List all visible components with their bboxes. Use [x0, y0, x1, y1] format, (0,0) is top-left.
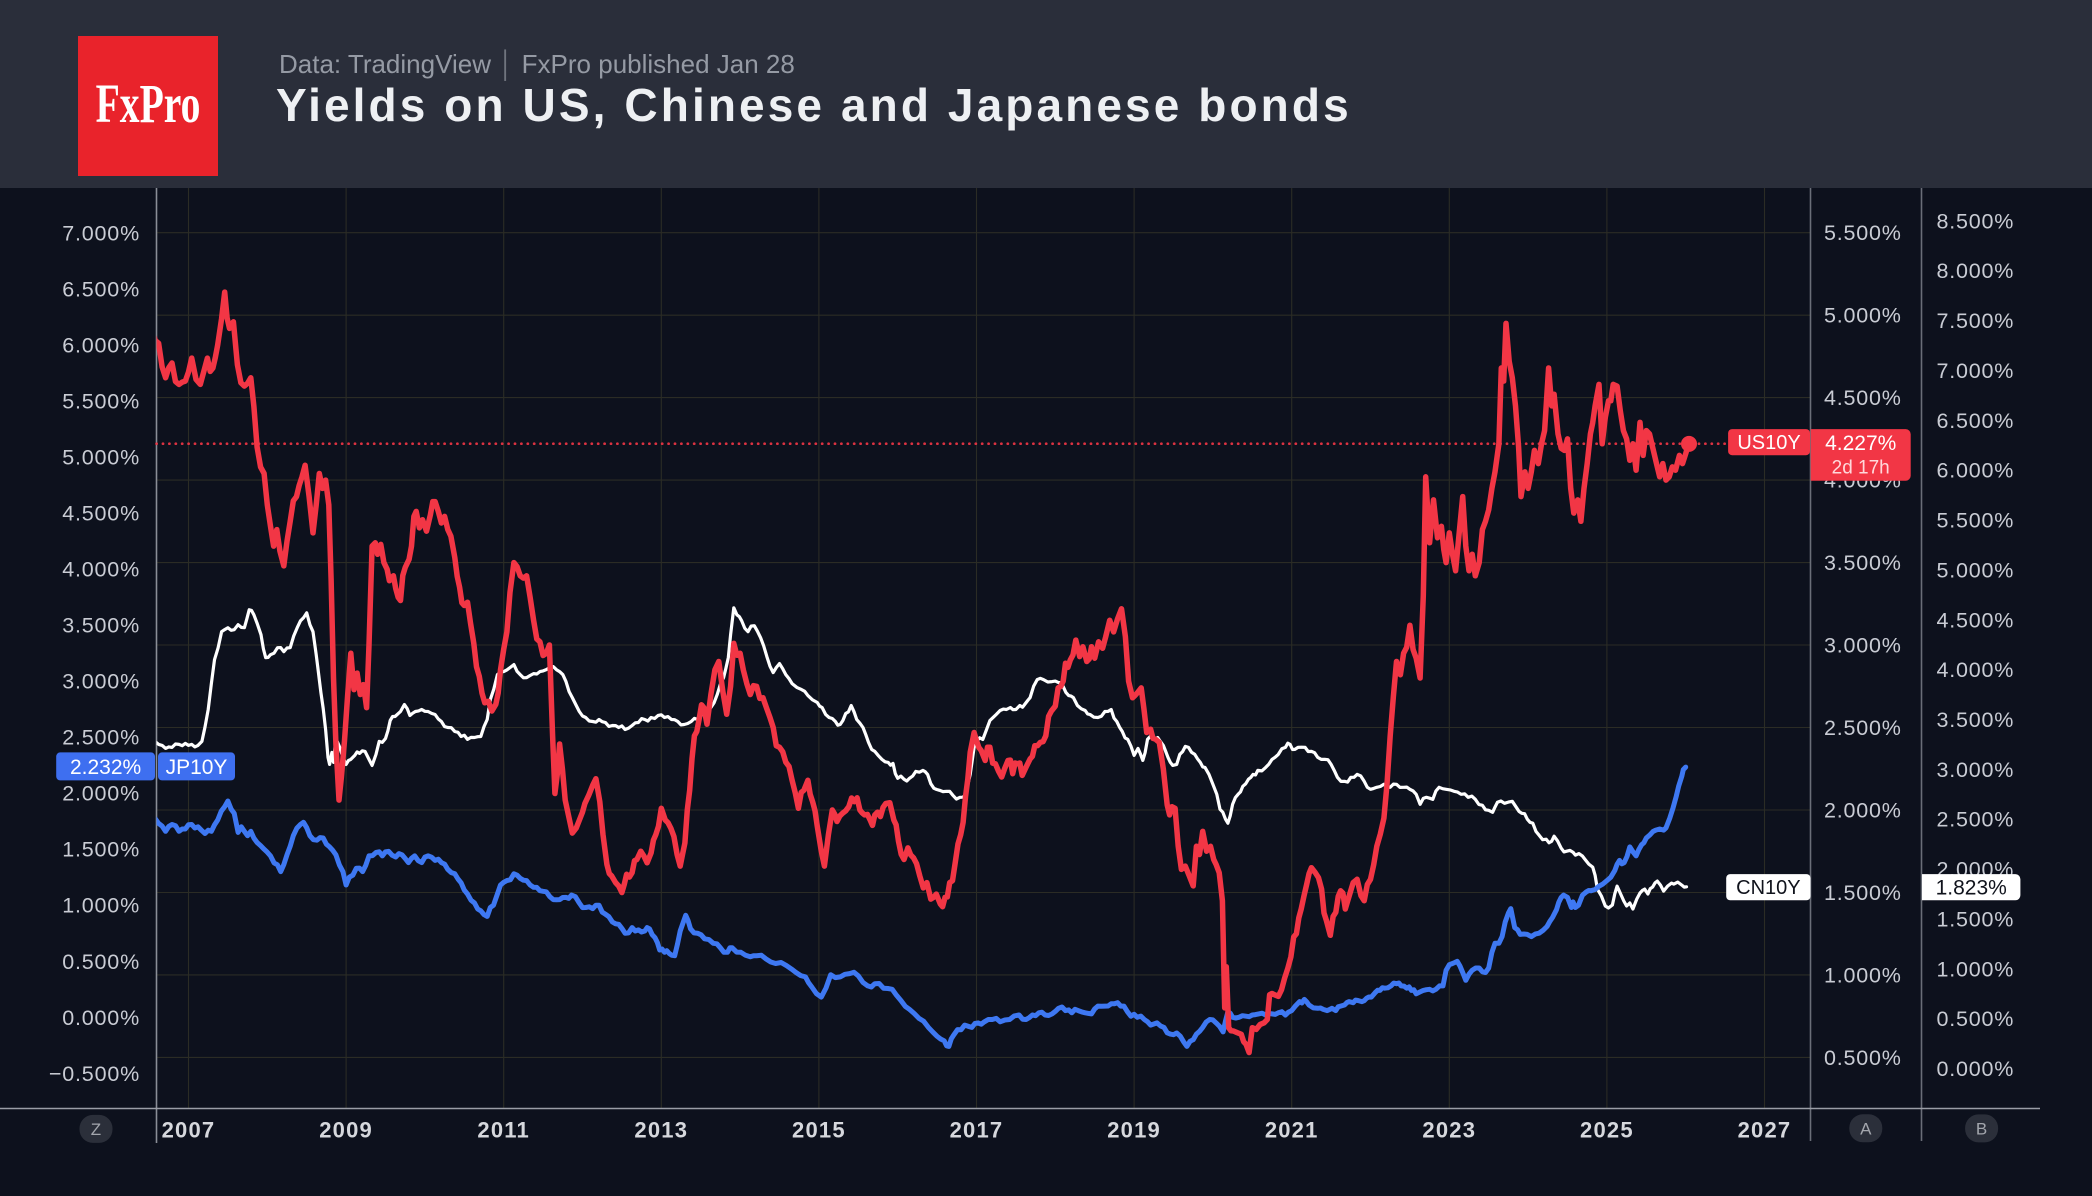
svg-text:1.823%: 1.823% — [1936, 877, 2007, 900]
svg-text:2.000%: 2.000% — [1824, 799, 1902, 823]
svg-text:3.500%: 3.500% — [1937, 708, 2015, 732]
svg-text:0.500%: 0.500% — [1937, 1007, 2015, 1031]
svg-text:6.000%: 6.000% — [1937, 459, 2015, 483]
svg-text:6.500%: 6.500% — [62, 277, 140, 301]
svg-text:Yields on US, Chinese and Japa: Yields on US, Chinese and Japanese bonds — [276, 79, 1352, 131]
svg-text:2027: 2027 — [1738, 1118, 1792, 1143]
svg-text:1.500%: 1.500% — [1824, 881, 1902, 905]
svg-text:1.500%: 1.500% — [1937, 908, 2015, 932]
svg-text:Z: Z — [91, 1120, 101, 1139]
svg-text:0.000%: 0.000% — [1937, 1057, 2015, 1081]
svg-text:8.000%: 8.000% — [1937, 259, 2015, 283]
svg-text:FxPro: FxPro — [96, 74, 201, 135]
svg-text:7.000%: 7.000% — [1937, 359, 2015, 383]
svg-text:2023: 2023 — [1422, 1118, 1476, 1143]
svg-text:5.500%: 5.500% — [1824, 221, 1902, 245]
svg-text:2013: 2013 — [634, 1118, 688, 1143]
svg-text:8.500%: 8.500% — [1937, 209, 2015, 233]
svg-text:1.000%: 1.000% — [62, 894, 140, 918]
svg-text:2011: 2011 — [477, 1118, 530, 1143]
svg-text:−0.500%: −0.500% — [49, 1062, 140, 1086]
svg-text:4.000%: 4.000% — [62, 558, 140, 582]
svg-text:2.232%: 2.232% — [70, 756, 141, 779]
svg-text:5.500%: 5.500% — [62, 389, 140, 413]
svg-text:4.500%: 4.500% — [1824, 386, 1902, 410]
svg-text:4.227%: 4.227% — [1825, 432, 1896, 455]
svg-text:2.500%: 2.500% — [1937, 808, 2015, 832]
svg-text:3.000%: 3.000% — [1937, 758, 2015, 782]
svg-text:A: A — [1860, 1119, 1872, 1138]
svg-text:Data: TradingView │ FxPro publ: Data: TradingView │ FxPro published Jan … — [279, 49, 795, 81]
svg-text:6.500%: 6.500% — [1937, 409, 2015, 433]
svg-text:1.000%: 1.000% — [1937, 957, 2015, 981]
svg-text:2009: 2009 — [319, 1118, 373, 1143]
svg-text:2019: 2019 — [1107, 1118, 1161, 1143]
svg-text:0.000%: 0.000% — [62, 1006, 140, 1030]
svg-text:2.500%: 2.500% — [1824, 716, 1902, 740]
svg-text:3.000%: 3.000% — [62, 670, 140, 694]
svg-text:2025: 2025 — [1580, 1118, 1634, 1143]
svg-text:5.000%: 5.000% — [1824, 304, 1902, 328]
svg-text:2.500%: 2.500% — [62, 726, 140, 750]
svg-text:2d 17h: 2d 17h — [1832, 458, 1890, 479]
svg-text:4.000%: 4.000% — [1937, 658, 2015, 682]
svg-text:7.000%: 7.000% — [62, 221, 140, 245]
svg-text:6.000%: 6.000% — [62, 333, 140, 357]
svg-text:4.500%: 4.500% — [62, 502, 140, 526]
svg-text:2017: 2017 — [950, 1118, 1004, 1143]
svg-text:JP10Y: JP10Y — [166, 756, 228, 779]
svg-text:4.500%: 4.500% — [1937, 608, 2015, 632]
svg-text:3.500%: 3.500% — [62, 614, 140, 638]
svg-text:CN10Y: CN10Y — [1736, 877, 1800, 899]
svg-text:B: B — [1976, 1119, 1987, 1138]
svg-text:0.500%: 0.500% — [62, 950, 140, 974]
svg-text:5.500%: 5.500% — [1937, 509, 2015, 533]
svg-text:5.000%: 5.000% — [1937, 558, 2015, 582]
svg-text:2007: 2007 — [162, 1118, 216, 1143]
svg-text:2015: 2015 — [792, 1118, 846, 1143]
svg-text:1.500%: 1.500% — [62, 838, 140, 862]
svg-text:5.000%: 5.000% — [62, 445, 140, 469]
svg-text:1.000%: 1.000% — [1824, 963, 1902, 987]
svg-text:US10Y: US10Y — [1737, 432, 1800, 454]
svg-text:3.500%: 3.500% — [1824, 551, 1902, 575]
svg-text:3.000%: 3.000% — [1824, 634, 1902, 658]
svg-text:7.500%: 7.500% — [1937, 309, 2015, 333]
svg-text:0.500%: 0.500% — [1824, 1046, 1902, 1070]
svg-text:2021: 2021 — [1265, 1118, 1319, 1143]
svg-text:2.000%: 2.000% — [62, 782, 140, 806]
